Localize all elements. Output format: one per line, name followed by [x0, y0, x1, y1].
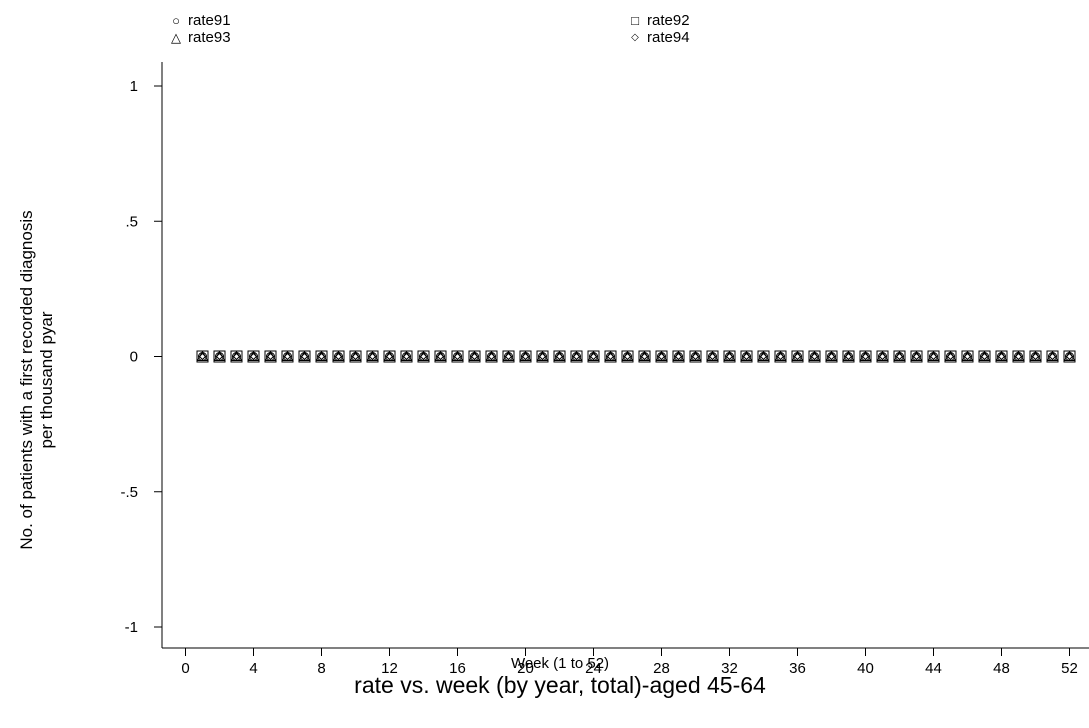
data-point-rate94 [470, 352, 479, 361]
square-marker-icon: □ [631, 13, 639, 28]
data-point-rate94 [844, 352, 853, 361]
data-point-rate94 [674, 352, 683, 361]
data-point-rate94 [878, 352, 887, 361]
y-tick-label: 0 [130, 349, 138, 366]
x-tick-label: 36 [789, 660, 806, 677]
chart-title: rate vs. week (by year, total)-aged 45-6… [354, 672, 766, 698]
x-tick-label: 24 [585, 660, 602, 677]
data-point-rate94 [538, 352, 547, 361]
x-axis-label: Week (1 to 52) [510, 655, 610, 672]
legend-label: rate94 [647, 29, 690, 46]
data-point-rate94 [895, 352, 904, 361]
data-point-rate94 [402, 352, 411, 361]
data-point-rate94 [640, 352, 649, 361]
data-point-rate94 [963, 352, 972, 361]
x-tick-label: 44 [925, 660, 942, 677]
data-point-rate94 [623, 352, 632, 361]
data-point-rate94 [436, 352, 445, 361]
y-tick-label: 1 [130, 78, 138, 95]
data-point-rate94 [334, 352, 343, 361]
data-point-rate94 [453, 352, 462, 361]
data-point-rate94 [1031, 352, 1040, 361]
data-point-rate94 [249, 352, 258, 361]
circle-marker-icon: ○ [172, 13, 180, 28]
data-point-rate94 [215, 352, 224, 361]
legend-item-rate94: ◇ rate94 [627, 29, 690, 46]
x-tick-label: 20 [517, 660, 534, 677]
x-tick-label: 8 [317, 660, 325, 677]
data-point-rate94 [351, 352, 360, 361]
data-point-rate94 [300, 352, 309, 361]
legend-item-rate92: □ rate92 [627, 12, 690, 29]
data-point-rate94 [198, 352, 207, 361]
data-point-rate94 [776, 352, 785, 361]
data-point-rate94 [1014, 352, 1023, 361]
data-point-rate94 [725, 352, 734, 361]
data-point-rate94 [1048, 352, 1057, 361]
data-point-rate94 [742, 352, 751, 361]
x-tick-label: 12 [381, 660, 398, 677]
y-tick-label: -1 [125, 619, 138, 636]
data-point-rate94 [997, 352, 1006, 361]
data-point-rate94 [385, 352, 394, 361]
data-point-rate94 [912, 352, 921, 361]
y-tick-label: .5 [125, 213, 138, 230]
legend-label: rate92 [647, 12, 690, 29]
x-tick-label: 48 [993, 660, 1010, 677]
x-tick-label: 40 [857, 660, 874, 677]
x-tick-label: 0 [181, 660, 189, 677]
data-point-rate94 [232, 352, 241, 361]
x-tick-label: 28 [653, 660, 670, 677]
data-point-rate94 [487, 352, 496, 361]
data-point-rate94 [555, 352, 564, 361]
x-tick-label: 16 [449, 660, 466, 677]
data-point-rate94 [691, 352, 700, 361]
data-point-rate94 [810, 352, 819, 361]
legend-right: □ rate92 ◇ rate94 [627, 12, 690, 46]
legend-item-rate91: ○ rate91 [168, 12, 231, 29]
data-point-rate94 [980, 352, 989, 361]
data-point-rate94 [504, 352, 513, 361]
data-point-rate94 [572, 352, 581, 361]
y-tick-label: -.5 [120, 484, 138, 501]
data-point-rate94 [589, 352, 598, 361]
data-point-rate94 [827, 352, 836, 361]
legend-label: rate93 [188, 29, 231, 46]
diamond-marker-icon: ◇ [631, 32, 639, 43]
x-tick-label: 32 [721, 660, 738, 677]
triangle-marker-icon: △ [171, 30, 181, 45]
data-point-rate94 [657, 352, 666, 361]
data-point-rate94 [521, 352, 530, 361]
data-point-rate94 [759, 352, 768, 361]
legend-label: rate91 [188, 12, 231, 29]
data-point-rate94 [793, 352, 802, 361]
data-point-rate94 [1065, 352, 1074, 361]
data-point-rate94 [606, 352, 615, 361]
data-point-rate94 [317, 352, 326, 361]
data-point-rate94 [419, 352, 428, 361]
x-tick-label: 4 [249, 660, 257, 677]
data-point-rate94 [861, 352, 870, 361]
legend-item-rate93: △ rate93 [168, 29, 231, 46]
x-tick-label: 52 [1061, 660, 1078, 677]
data-point-rate94 [929, 352, 938, 361]
data-point-rate94 [266, 352, 275, 361]
data-point-rate94 [946, 352, 955, 361]
data-point-rate94 [368, 352, 377, 361]
legend-left: ○ rate91 △ rate93 [168, 12, 231, 46]
data-point-rate94 [708, 352, 717, 361]
data-point-rate94 [283, 352, 292, 361]
